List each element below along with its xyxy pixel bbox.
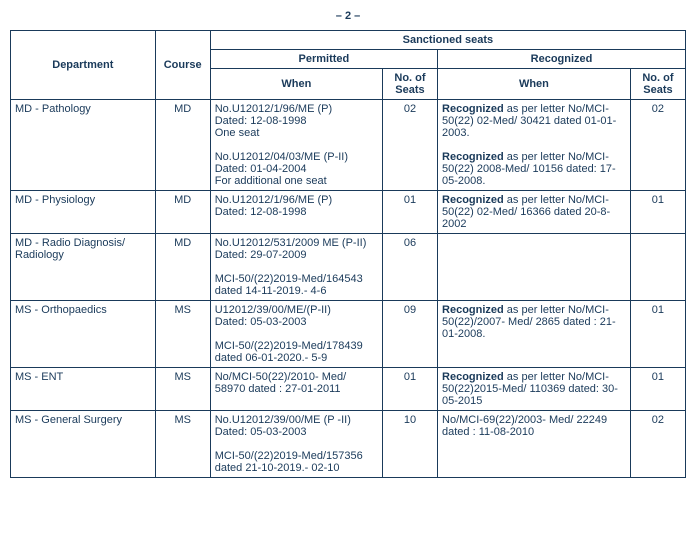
cell-department: MD - Physiology [11, 191, 156, 234]
cell-permitted-seats: 10 [382, 411, 437, 478]
cell-recognized-when: No/MCI-69(22)/2003- Med/ 22249 dated : 1… [438, 411, 631, 478]
cell-permitted-when: U12012/39/00/ME/(P-II) Dated: 05-03-2003… [210, 301, 382, 368]
cell-department: MD - Pathology [11, 100, 156, 191]
cell-department: MS - ENT [11, 368, 156, 411]
table-row: MS - OrthopaedicsMSU12012/39/00/ME/(P-II… [11, 301, 686, 368]
cell-recognized-when: Recognized as per letter No/MCI-50(22) 0… [438, 191, 631, 234]
cell-course: MS [155, 368, 210, 411]
cell-permitted-when: No.U12012/1/96/ME (P) Dated: 12-08-1998 … [210, 100, 382, 191]
table-row: MD - PhysiologyMDNo.U12012/1/96/ME (P) D… [11, 191, 686, 234]
cell-permitted-seats: 06 [382, 234, 437, 301]
seats-table: Department Course Sanctioned seats Permi… [10, 30, 686, 478]
cell-permitted-when: No.U12012/1/96/ME (P) Dated: 12-08-1998 [210, 191, 382, 234]
cell-course: MD [155, 191, 210, 234]
cell-course: MS [155, 411, 210, 478]
cell-recognized-when: Recognized as per letter No/MCI-50(22) 0… [438, 100, 631, 191]
header-recognized-when: When [438, 69, 631, 100]
cell-permitted-seats: 09 [382, 301, 437, 368]
cell-permitted-when: No.U12012/39/00/ME (P -II) Dated: 05-03-… [210, 411, 382, 478]
page-number: – 2 – [10, 10, 686, 22]
cell-recognized-seats: 02 [630, 100, 685, 191]
cell-recognized-when: Recognized as per letter No/MCI-50(22)20… [438, 368, 631, 411]
table-row: MS - General SurgeryMSNo.U12012/39/00/ME… [11, 411, 686, 478]
table-row: MD - PathologyMDNo.U12012/1/96/ME (P) Da… [11, 100, 686, 191]
cell-recognized-seats: 02 [630, 411, 685, 478]
cell-recognized-seats: 01 [630, 301, 685, 368]
table-row: MD - Radio Diagnosis/ RadiologyMDNo.U120… [11, 234, 686, 301]
header-permitted: Permitted [210, 50, 437, 69]
cell-course: MS [155, 301, 210, 368]
cell-recognized-when: Recognized as per letter No/MCI-50(22)/2… [438, 301, 631, 368]
cell-recognized-seats: 01 [630, 191, 685, 234]
cell-permitted-seats: 01 [382, 191, 437, 234]
cell-course: MD [155, 234, 210, 301]
header-recognized-seats: No. of Seats [630, 69, 685, 100]
header-course: Course [155, 31, 210, 100]
cell-permitted-seats: 01 [382, 368, 437, 411]
cell-permitted-seats: 02 [382, 100, 437, 191]
cell-recognized-seats [630, 234, 685, 301]
cell-department: MS - General Surgery [11, 411, 156, 478]
header-department: Department [11, 31, 156, 100]
header-permitted-when: When [210, 69, 382, 100]
cell-recognized-when [438, 234, 631, 301]
cell-department: MS - Orthopaedics [11, 301, 156, 368]
cell-recognized-seats: 01 [630, 368, 685, 411]
header-sanctioned: Sanctioned seats [210, 31, 685, 50]
cell-permitted-when: No.U12012/531/2009 ME (P-II) Dated: 29-0… [210, 234, 382, 301]
cell-permitted-when: No/MCI-50(22)/2010- Med/ 58970 dated : 2… [210, 368, 382, 411]
cell-department: MD - Radio Diagnosis/ Radiology [11, 234, 156, 301]
cell-course: MD [155, 100, 210, 191]
header-permitted-seats: No. of Seats [382, 69, 437, 100]
header-recognized: Recognized [438, 50, 686, 69]
table-row: MS - ENTMSNo/MCI-50(22)/2010- Med/ 58970… [11, 368, 686, 411]
